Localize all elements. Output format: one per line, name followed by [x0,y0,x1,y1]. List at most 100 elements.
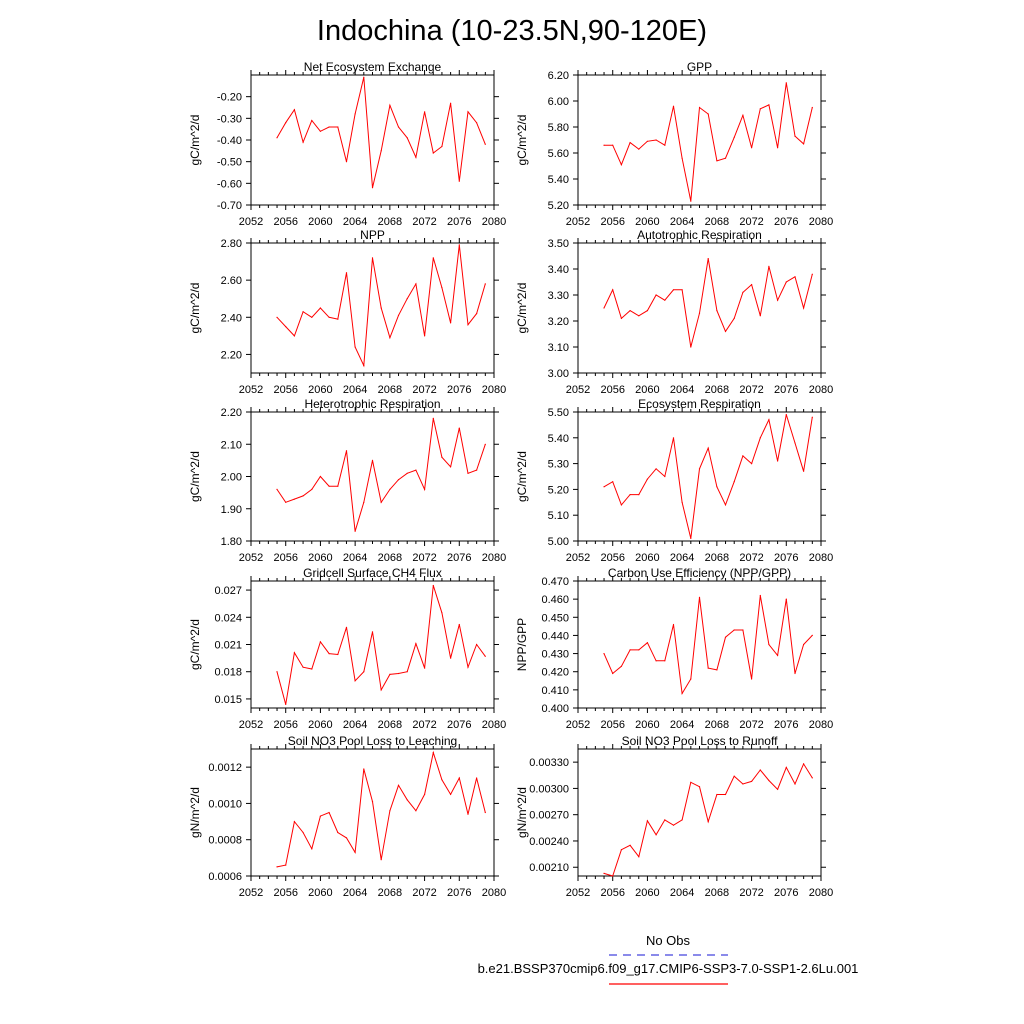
data-point [655,660,657,662]
data-point [345,837,348,839]
data-point [450,657,452,659]
data-point [337,318,339,320]
data-point [811,777,813,779]
y-tick-label: 3.50 [548,238,569,250]
data-point [646,310,649,312]
data-point [285,122,287,124]
data-point [441,287,443,289]
legend: No Obs b.e21.BSSP370cmip6.f09_g17.CMIP6-… [478,933,858,985]
data-point [293,109,295,111]
data-point [681,289,683,291]
x-tick-label: 2064 [670,552,694,564]
x-tick-label: 2072 [739,887,763,899]
data-point [293,335,295,337]
chart-panel: Carbon Use Efficiency (NPP/GPP) 2052 2056 2… [515,566,833,731]
data-point [484,283,486,285]
data-point [603,872,605,875]
data-point [768,643,770,646]
data-point [690,537,692,540]
data-point [467,111,469,113]
y-tick-label: 0.015 [214,694,242,706]
chart-panel: Ecosystem Respiration 2052 2056 2060 2064 206… [515,397,833,564]
data-point [406,137,408,139]
data-point [441,779,443,781]
y-tick-label: -0.60 [217,178,242,190]
data-point [742,455,744,457]
y-axis-label: gC/m^2/d [188,283,202,334]
y-tick-label: 0.420 [541,667,569,679]
data-point [302,666,304,668]
x-tick-label: 2072 [412,552,436,564]
data-point [345,450,348,452]
x-tick-label: 2072 [739,719,763,731]
y-axis-label: gC/m^2/d [188,619,202,670]
y-tick-label: -0.70 [217,200,242,212]
data-point [354,530,356,532]
data-point [476,313,478,315]
y-tick-label: 0.018 [214,667,242,679]
series-line [276,750,486,868]
data-point [655,139,657,141]
x-tick-label: 2068 [705,216,729,228]
x-tick-label: 2072 [412,887,436,899]
data-point [276,137,278,139]
panel-title: Soil NO3 Pool Loss to Runoff [622,734,779,748]
data-point [777,299,779,301]
data-point [698,106,701,109]
data-point [302,141,304,143]
data-point [467,813,469,815]
data-point [380,501,382,503]
data-point [319,130,321,132]
chart-panel: Soil NO3 Pool Loss to Leaching 2052 2056 20… [188,734,506,899]
data-point [450,102,452,104]
x-tick-label: 2068 [705,719,729,731]
data-point [733,629,735,631]
data-point [484,811,486,814]
data-point [811,106,813,109]
data-point [768,419,770,421]
data-point [458,244,460,246]
data-point [603,486,605,488]
data-point [432,257,434,259]
data-point [629,142,631,144]
data-point [794,783,796,785]
data-point [319,815,321,817]
data-point [716,793,718,796]
plot-frame [577,411,822,542]
y-tick-label: 0.450 [541,612,569,624]
data-point [450,793,452,796]
data-point [371,631,374,633]
data-point [476,469,478,471]
x-tick-label: 2076 [447,887,471,899]
x-tick-label: 2080 [482,887,506,899]
series-line [276,77,486,188]
data-point [724,504,727,506]
data-point [768,104,770,106]
data-point [406,671,408,673]
series-line [603,595,813,696]
data-point [389,673,391,676]
data-point [629,844,631,846]
data-point [432,752,434,754]
x-tick-label: 2068 [378,887,402,899]
y-tick-label: -0.20 [217,92,242,104]
data-point [311,668,313,670]
data-point [285,326,287,328]
legend-obs-label: No Obs [646,933,691,948]
data-point [415,469,417,471]
series-line [603,258,813,348]
data-point [768,265,770,267]
y-tick-label: 0.00210 [529,862,569,874]
data-point [363,671,365,673]
data-point [803,643,805,646]
plot-frame [250,411,495,542]
data-point [311,848,313,850]
x-tick-label: 2064 [343,216,367,228]
data-point [716,310,718,312]
data-point [371,801,374,803]
data-point [484,143,486,145]
y-tick-label: -0.50 [217,157,242,169]
data-point [371,257,374,259]
data-point [742,291,744,293]
y-tick-label: 5.30 [548,459,569,471]
